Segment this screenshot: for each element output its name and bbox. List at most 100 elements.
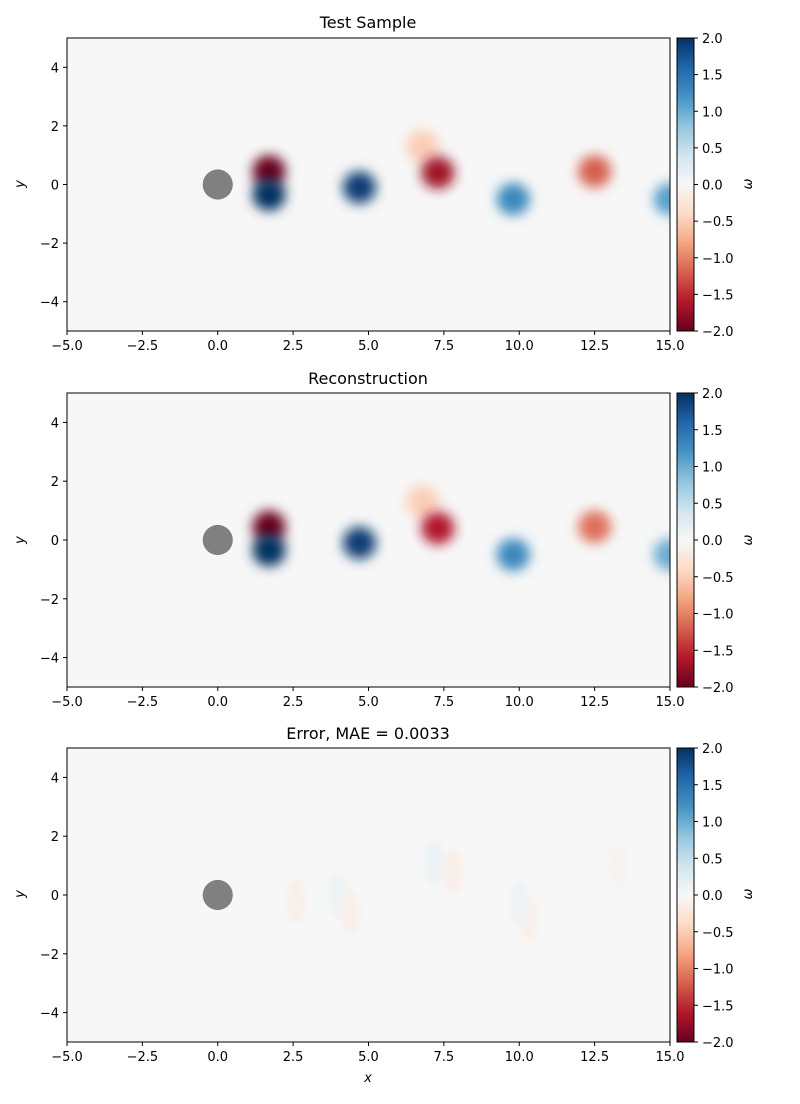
x-tick-label: 10.0 <box>505 1050 534 1065</box>
panel-title: Error, MAE = 0.0033 <box>286 724 450 743</box>
colorbar-tick-label: 0.0 <box>702 534 723 549</box>
colorbar-gradient <box>676 392 695 688</box>
y-tick-label: 2 <box>51 475 59 490</box>
vortex-mark-2 <box>342 171 377 204</box>
y-tick-label: 0 <box>51 534 59 549</box>
plot-background <box>67 748 670 1042</box>
colorbar-tick-label: −2.0 <box>702 681 734 696</box>
colorbar-tick-label: −2.0 <box>702 325 734 340</box>
vortex-mark-3 <box>406 130 440 163</box>
y-tick-label: 0 <box>51 889 59 904</box>
y-tick-label: −4 <box>40 652 59 667</box>
colorbar-tick-label: −0.5 <box>702 571 734 586</box>
panel-title: Reconstruction <box>308 369 428 388</box>
y-tick-label: 4 <box>51 771 59 786</box>
colorbar-tick-label: −0.5 <box>702 215 734 230</box>
colorbar-tick-label: 2.0 <box>702 742 723 757</box>
colorbar: −2.0 −1.5 −1.0 −0.5 0.0 0.5 1.0 1.5 2.0 <box>676 387 734 696</box>
x-tick-label: 7.5 <box>434 695 455 710</box>
y-axis-label: y <box>13 890 28 899</box>
y-tick-label: −2 <box>40 593 59 608</box>
vortex-mark-6 <box>509 881 530 927</box>
x-tick-label: 7.5 <box>434 339 455 354</box>
colorbar-tick-label: 2.0 <box>702 387 723 402</box>
vortex-mark-3 <box>424 840 445 886</box>
x-tick-label: −2.5 <box>127 1050 159 1065</box>
x-tick-label: 2.5 <box>283 339 304 354</box>
x-tick-label: 7.5 <box>434 1050 455 1065</box>
x-tick-label: 5.0 <box>358 1050 379 1065</box>
vortex-mark-4 <box>421 512 455 545</box>
x-tick-label: −5.0 <box>51 339 83 354</box>
colorbar: −2.0 −1.5 −1.0 −0.5 0.0 0.5 1.0 1.5 2.0 <box>676 742 734 1051</box>
vortex-mark-5 <box>496 183 530 216</box>
colorbar-tick-label: −0.5 <box>702 926 734 941</box>
colorbar-label: ω <box>741 888 756 899</box>
vortex-mark-2 <box>340 890 361 936</box>
x-tick-label: 15.0 <box>656 695 685 710</box>
vortex-mark-7 <box>653 538 670 571</box>
colorbar-tick-label: 1.0 <box>702 816 723 831</box>
y-tick-label: −2 <box>40 237 59 252</box>
x-tick-label: −5.0 <box>51 1050 83 1065</box>
colorbar-tick-label: 2.0 <box>702 32 723 47</box>
colorbar-tick-label: 0.5 <box>702 497 723 512</box>
x-tick-label: 0.0 <box>207 1050 228 1065</box>
colorbar-tick-label: −1.0 <box>702 963 734 978</box>
x-tick-label: 0.0 <box>207 339 228 354</box>
panel-error: Error, MAE = 0.0033 y x −5.0 −2.5 0.0 2.5 5.… <box>13 724 756 1086</box>
colorbar-tick-label: 1.5 <box>702 779 723 794</box>
x-tick-label: 10.0 <box>505 695 534 710</box>
colorbar-tick-label: −2.0 <box>702 1036 734 1051</box>
vortex-mark-6 <box>578 510 612 543</box>
colorbar-tick-label: −1.0 <box>702 608 734 623</box>
colorbar-tick-label: 0.5 <box>702 142 723 157</box>
colorbar-gradient <box>676 747 695 1043</box>
y-tick-label: 0 <box>51 179 59 194</box>
vortex-mark-6 <box>578 155 612 188</box>
vortex-mark-0 <box>252 510 286 543</box>
colorbar-tick-label: 1.5 <box>702 69 723 84</box>
vortex-mark-5 <box>496 538 530 571</box>
cylinder-obstacle <box>202 879 233 911</box>
x-tick-label: 15.0 <box>656 1050 685 1065</box>
vortex-mark-1 <box>252 534 286 567</box>
colorbar-tick-label: 0.0 <box>702 179 723 194</box>
colorbar-label: ω <box>741 534 756 545</box>
x-tick-label: 15.0 <box>656 339 685 354</box>
x-tick-label: 12.5 <box>580 1050 609 1065</box>
panel-reconstruction: Reconstruction y −5.0 −2.5 0.0 2.5 5.0 7.5 10.… <box>13 369 756 710</box>
x-tick-label: 12.5 <box>580 339 609 354</box>
x-tick-label: −5.0 <box>51 695 83 710</box>
x-tick-label: 5.0 <box>358 339 379 354</box>
cylinder-obstacle <box>202 169 233 200</box>
x-axis-label: x <box>363 1071 372 1086</box>
y-tick-label: −4 <box>40 296 59 311</box>
x-tick-label: 2.5 <box>283 1050 304 1065</box>
y-axis-label: y <box>13 180 28 189</box>
y-tick-label: 4 <box>51 61 59 76</box>
vortex-mark-1 <box>252 178 286 211</box>
vortex-mark-0 <box>252 155 286 188</box>
vortex-mark-4 <box>442 848 463 895</box>
y-tick-label: −2 <box>40 948 59 963</box>
vortex-mark-0 <box>286 878 307 924</box>
x-tick-label: 0.0 <box>207 695 228 710</box>
colorbar-tick-label: 1.5 <box>702 424 723 439</box>
y-tick-label: 2 <box>51 120 59 135</box>
colorbar-tick-label: −1.5 <box>702 644 734 659</box>
vortex-mark-3 <box>406 485 440 518</box>
colorbar-tick-label: −1.5 <box>702 288 734 303</box>
y-axis-label: y <box>13 536 28 545</box>
colorbar-gradient <box>676 37 695 332</box>
vortex-mark-7 <box>608 842 629 889</box>
panel-title: Test Sample <box>319 13 417 32</box>
y-tick-label: 2 <box>51 830 59 845</box>
x-tick-label: −2.5 <box>127 339 159 354</box>
y-tick-label: 4 <box>51 416 59 431</box>
vortex-mark-4 <box>421 156 455 189</box>
cylinder-obstacle <box>202 524 233 556</box>
colorbar-tick-label: 0.0 <box>702 889 723 904</box>
vortex-mark-2 <box>342 526 377 560</box>
